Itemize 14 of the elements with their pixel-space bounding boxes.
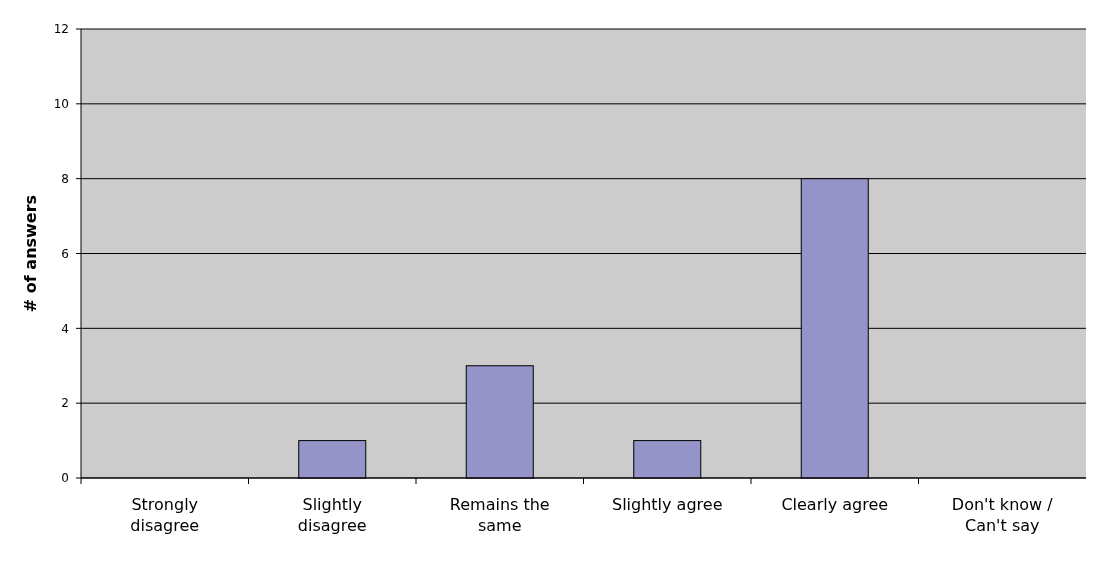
x-tick-label: Slightly disagree: [297, 495, 367, 535]
x-tick-label: Don't know / Can't say: [951, 495, 1054, 535]
y-axis-title: # of answers: [21, 194, 40, 313]
x-tick-label: Slightly agree: [612, 495, 723, 514]
y-tick-label: 4: [61, 321, 69, 336]
x-tick-label: Clearly agree: [781, 495, 889, 514]
x-tick-label: Remains the same: [449, 495, 550, 535]
y-tick-label: 0: [61, 471, 69, 486]
y-tick-label: 8: [61, 171, 69, 186]
y-tick-label: 2: [61, 396, 69, 411]
y-tick-label: 12: [53, 22, 69, 37]
x-tick-label: Strongly disagree: [130, 495, 200, 535]
y-tick-label: 10: [53, 97, 69, 112]
y-tick-label: 6: [61, 246, 69, 261]
